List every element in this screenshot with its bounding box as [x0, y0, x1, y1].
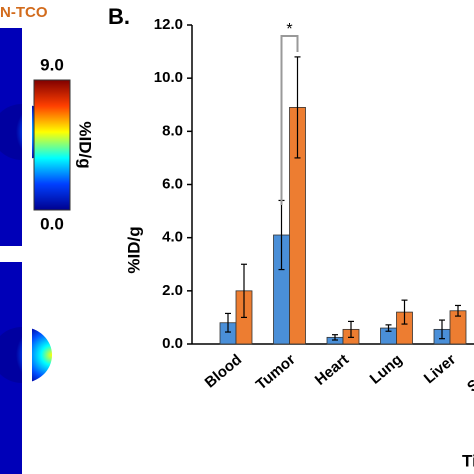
x-tick-label: Spleen — [464, 351, 474, 396]
x-tick-label: Blood — [202, 351, 245, 391]
colorbar-max: 9.0 — [40, 55, 64, 74]
y-tick-label: 0.0 — [162, 335, 183, 352]
y-axis-label: %ID/g — [124, 226, 143, 273]
x-axis-label: Tissue — [462, 451, 474, 470]
y-tick-label: 6.0 — [162, 175, 183, 192]
colorbar-unit: %ID/g — [76, 121, 95, 168]
y-tick-label: 8.0 — [162, 122, 183, 139]
y-tick-label: 10.0 — [154, 69, 183, 86]
significance-bracket — [280, 35, 299, 205]
colorbar — [33, 79, 71, 211]
probe-label: N-TCO — [0, 4, 48, 21]
x-tick-label: Liver — [421, 351, 460, 387]
mask — [22, 262, 32, 474]
y-tick-label: 4.0 — [162, 229, 183, 246]
significance-mark: * — [286, 21, 292, 38]
y-tick-label: 12.0 — [154, 16, 183, 33]
x-tick-label: Heart — [312, 351, 352, 389]
panel-label: B. — [108, 4, 130, 29]
y-tick-label: 2.0 — [162, 282, 183, 299]
x-tick-label: Tumor — [253, 351, 299, 393]
colorbar-min: 0.0 — [40, 214, 64, 233]
mask — [22, 28, 32, 246]
x-tick-label: Lung — [367, 351, 406, 388]
